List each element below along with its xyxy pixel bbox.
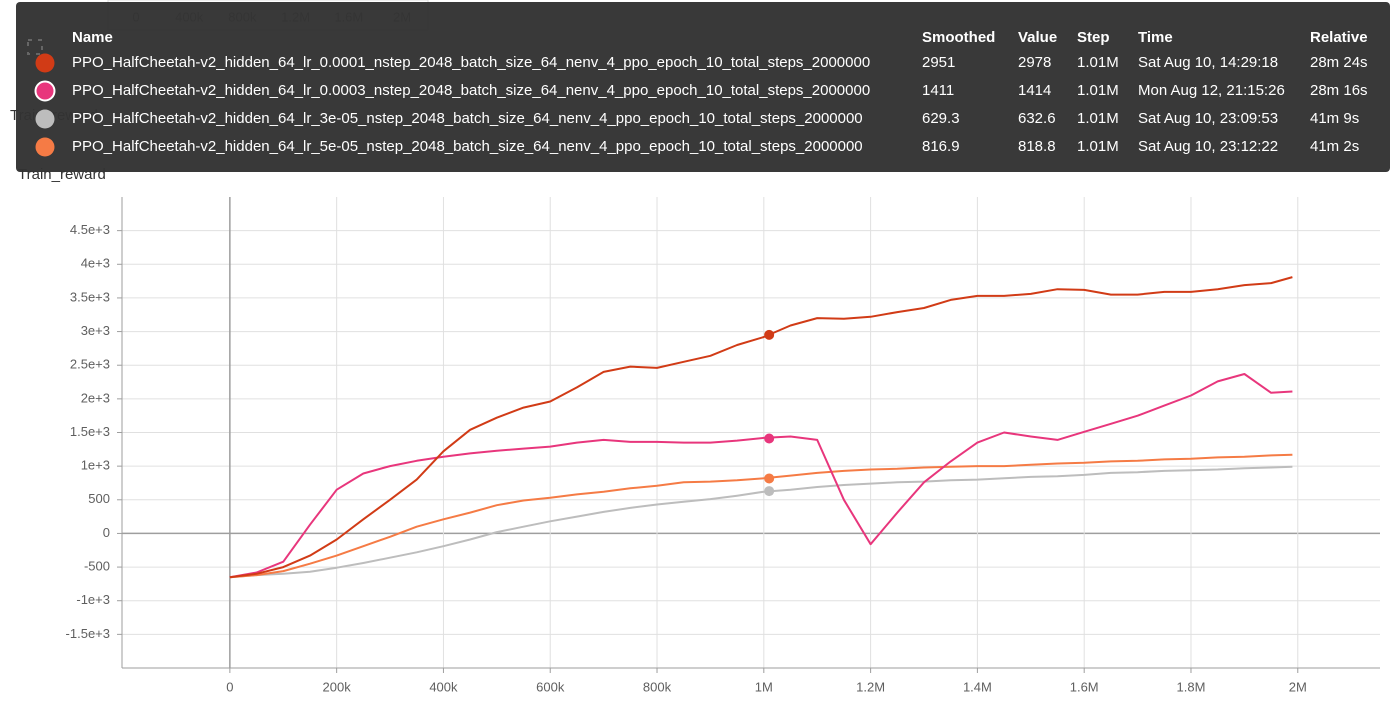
- series-line: [229, 465, 1293, 579]
- y-tick-label: -500: [84, 559, 110, 574]
- hover-marker: [764, 433, 775, 444]
- series-line: [229, 373, 1293, 579]
- tooltip-cell: 28m 16s: [1310, 82, 1368, 99]
- tooltip-box: [16, 2, 1390, 172]
- tooltip-header: Smoothed: [922, 29, 995, 46]
- expand-icon: [27, 39, 43, 55]
- tooltip-cell: 28m 24s: [1310, 54, 1368, 71]
- x-tick-label: 800k: [643, 679, 672, 694]
- tooltip-header: Time: [1138, 29, 1173, 46]
- tooltip: Name Smoothed Value Step Time Relative PPO_Hal…: [16, 2, 1390, 172]
- tooltip-cell: 2951: [922, 54, 955, 71]
- x-tick-label: 1.6M: [1070, 679, 1099, 694]
- tooltip-header: Step: [1077, 29, 1110, 46]
- y-tick-label: 2e+3: [81, 390, 110, 405]
- y-tick-label: 500: [88, 491, 110, 506]
- tooltip-cell: 629.3: [922, 110, 960, 127]
- tooltip-header: Value: [1018, 29, 1057, 46]
- y-tick-label: 4e+3: [81, 256, 110, 271]
- series-line: [229, 276, 1293, 579]
- tooltip-cell: Sat Aug 10, 23:09:53: [1138, 110, 1278, 127]
- y-tick-label: 1e+3: [81, 458, 110, 473]
- hover-marker: [764, 486, 775, 497]
- x-tick-label: 2M: [1289, 679, 1307, 694]
- legend-label: PPO_HalfCheetah-v2_hidden_64_lr_0.0001_n…: [72, 54, 870, 71]
- tooltip-cell: 1411: [922, 82, 954, 99]
- legend-label: PPO_HalfCheetah-v2_hidden_64_lr_5e-05_ns…: [72, 138, 863, 155]
- tooltip-cell: 818.8: [1018, 138, 1056, 155]
- x-tick-label: 1.8M: [1177, 679, 1206, 694]
- x-tick-label: 1.4M: [963, 679, 992, 694]
- tooltip-cell: 1.01M: [1077, 138, 1119, 155]
- y-tick-label: 4.5e+3: [70, 222, 110, 237]
- x-tick-label: 1.2M: [856, 679, 885, 694]
- x-tick-label: 200k: [323, 679, 352, 694]
- x-tick-label: 1M: [755, 679, 773, 694]
- series-line: [229, 453, 1293, 579]
- x-tick-label: 0: [226, 679, 233, 694]
- tooltip-header: Name: [72, 29, 113, 46]
- y-tick-label: -1e+3: [76, 592, 110, 607]
- legend-swatch: [35, 109, 55, 129]
- y-tick-label: 2.5e+3: [70, 357, 110, 372]
- x-tick-label: 600k: [536, 679, 565, 694]
- tooltip-cell: 1.01M: [1077, 54, 1119, 71]
- tooltip-cell: 41m 2s: [1310, 138, 1359, 155]
- tooltip-cell: 1.01M: [1077, 82, 1119, 99]
- legend-swatch: [35, 137, 55, 157]
- tooltip-cell: Sat Aug 10, 14:29:18: [1138, 54, 1278, 71]
- y-tick-label: -1.5e+3: [66, 626, 110, 641]
- hover-marker: [764, 473, 775, 484]
- grid: [122, 197, 1380, 668]
- tooltip-cell: 632.6: [1018, 110, 1056, 127]
- y-tick-label: 0: [103, 525, 110, 540]
- legend-label: PPO_HalfCheetah-v2_hidden_64_lr_0.0003_n…: [72, 82, 870, 99]
- tooltip-header: Relative: [1310, 29, 1368, 46]
- y-tick-label: 1.5e+3: [70, 424, 110, 439]
- tooltip-cell: 816.9: [922, 138, 960, 155]
- tooltip-cell: 1.01M: [1077, 110, 1119, 127]
- y-tick-label: 3.5e+3: [70, 289, 110, 304]
- hover-marker: [764, 329, 775, 340]
- legend-label: PPO_HalfCheetah-v2_hidden_64_lr_3e-05_ns…: [72, 110, 863, 127]
- x-tick-label: 400k: [429, 679, 458, 694]
- legend-swatch: [34, 80, 56, 102]
- tooltip-cell: 1414: [1018, 82, 1051, 99]
- legend-swatch: [35, 53, 55, 73]
- tooltip-cell: 41m 9s: [1310, 110, 1359, 127]
- y-tick-label: 3e+3: [81, 323, 110, 338]
- tooltip-cell: 2978: [1018, 54, 1051, 71]
- tooltip-cell: Mon Aug 12, 21:15:26: [1138, 82, 1285, 99]
- tooltip-cell: Sat Aug 10, 23:12:22: [1138, 138, 1278, 155]
